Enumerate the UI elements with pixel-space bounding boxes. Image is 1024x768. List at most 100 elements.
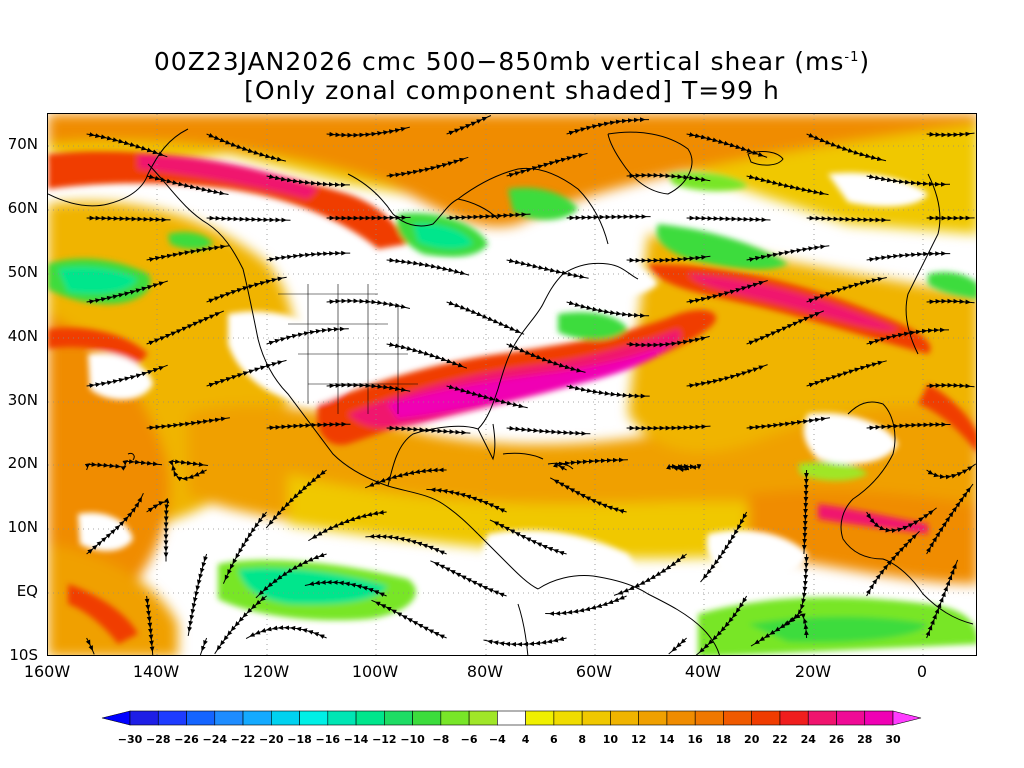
streamline — [86, 215, 171, 223]
streamline — [668, 637, 687, 655]
streamline — [386, 257, 470, 276]
colorbar-tick-label: −4 — [488, 733, 506, 746]
streamline — [187, 553, 208, 636]
shear-field-map — [48, 114, 976, 655]
streamline — [86, 132, 168, 158]
lat-label-10n: 10N — [7, 518, 38, 536]
streamline — [866, 507, 937, 534]
streamline — [806, 215, 891, 223]
colorbar-tick-label: 4 — [521, 733, 530, 746]
streamline — [199, 637, 208, 655]
colorbar-box — [807, 710, 837, 726]
colorbar-box — [553, 710, 583, 726]
streamline — [566, 300, 650, 319]
colorbar-box — [384, 710, 413, 726]
streamline — [866, 174, 951, 187]
streamline — [206, 215, 291, 223]
streamline — [626, 254, 711, 263]
colorbar-tick-label: 28 — [857, 733, 873, 746]
colorbar-box — [186, 710, 216, 726]
lon-label-80w: 80W — [466, 662, 504, 681]
colorbar-tick-label: −8 — [432, 733, 450, 746]
colorbar-tick-label: 12 — [631, 733, 647, 746]
chart-title-line-2: [Only zonal component shaded] T=99 h — [244, 76, 780, 105]
streamline — [426, 487, 507, 513]
colorbar-box — [581, 710, 611, 726]
lat-label-30n: 30N — [7, 391, 38, 409]
streamline — [255, 552, 327, 599]
streamline — [483, 636, 567, 647]
lon-label-0: 0 — [916, 662, 928, 681]
streamline — [806, 276, 887, 304]
colorbar-tick-label: −16 — [315, 733, 341, 746]
colorbar-tick-label: 16 — [687, 733, 703, 746]
lon-label-120w: 120W — [242, 662, 290, 681]
colorbar-tick-label: 18 — [715, 733, 732, 746]
lat-label-50n: 50N — [7, 263, 38, 281]
title-close-paren: ) — [859, 47, 871, 76]
title-text: 00Z23JAN2026 cmc 500−850mb vertical shea… — [153, 47, 845, 76]
colorbar-box — [751, 710, 781, 726]
lat-label-70n: 70N — [7, 135, 38, 153]
lat-label-20n: 20N — [7, 454, 38, 472]
streamline — [750, 613, 809, 647]
streamline — [146, 416, 230, 431]
streamline — [666, 463, 702, 473]
streamline — [308, 509, 387, 542]
colorbar-tick-label: 20 — [744, 733, 760, 746]
streamline — [386, 425, 471, 435]
streamline — [266, 250, 351, 262]
colorbar-box — [355, 710, 385, 726]
streamline — [553, 457, 628, 471]
lon-label-160w: 160W — [23, 662, 71, 681]
streamline — [686, 280, 768, 304]
colorbar-tick-label: −28 — [145, 733, 171, 746]
streamline — [86, 364, 168, 388]
streamline — [144, 595, 155, 655]
streamline — [700, 511, 748, 583]
streamline — [746, 310, 824, 346]
streamline — [326, 215, 411, 221]
colorbar-box — [157, 710, 187, 726]
streamline — [266, 174, 350, 188]
streamline — [566, 117, 649, 136]
streamline — [806, 133, 887, 162]
streamline — [446, 300, 525, 335]
chart-title-line-1: 00Z23JAN2026 cmc 500−850mb vertical shea… — [0, 47, 1024, 76]
lat-label-eq: EQ — [16, 582, 38, 600]
streamline — [801, 469, 809, 555]
colorbar-box — [525, 710, 555, 726]
streamline — [549, 477, 627, 514]
streamline — [265, 469, 327, 529]
streamline — [686, 215, 771, 223]
streamline — [926, 298, 975, 305]
colorbar-tick-label: 6 — [550, 733, 558, 746]
streamline — [304, 579, 387, 597]
colorbar-box — [299, 710, 329, 726]
streamline — [326, 382, 411, 392]
lon-label-40w: 40W — [684, 662, 722, 681]
colorbar-tick-label: −6 — [460, 733, 478, 746]
streamline — [925, 559, 959, 639]
colorbar-box — [723, 710, 753, 726]
colorbar-left-arrow — [101, 710, 131, 726]
colorbar-box — [468, 710, 498, 726]
colorbar-box — [412, 710, 442, 726]
colorbar-box — [836, 710, 866, 726]
lat-label-60n: 60N — [7, 199, 38, 217]
colorbar-box — [779, 710, 809, 726]
streamline — [506, 343, 586, 373]
colorbar-tick-label: 8 — [578, 733, 586, 746]
streamline — [206, 276, 287, 304]
streamline — [613, 553, 687, 596]
streamline — [866, 327, 949, 346]
streamline — [695, 595, 748, 655]
colorbar-box — [610, 710, 639, 726]
colorbar-tick-label: 14 — [659, 733, 675, 746]
lon-label-60w: 60W — [575, 662, 613, 681]
wind-streamlines — [84, 115, 976, 655]
colorbar-tick-label: 24 — [800, 733, 816, 746]
colorbar-box — [440, 710, 470, 726]
streamline — [365, 533, 447, 555]
streamline — [566, 214, 651, 221]
